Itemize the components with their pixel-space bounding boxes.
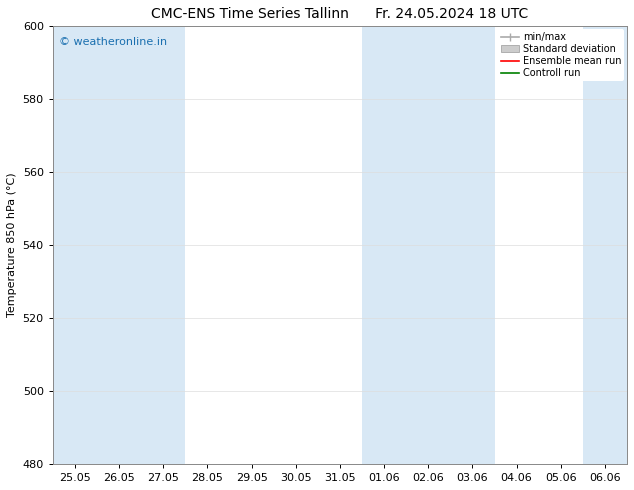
Bar [450,26,495,464]
Text: © weatheronline.in: © weatheronline.in [58,37,167,47]
Bar [141,26,185,464]
Bar [53,26,97,464]
Y-axis label: Temperature 850 hPa (°C): Temperature 850 hPa (°C) [7,173,17,318]
Bar [362,26,406,464]
Bar [97,26,141,464]
Bar [583,26,627,464]
Bar [406,26,450,464]
Legend: min/max, Standard deviation, Ensemble mean run, Controll run: min/max, Standard deviation, Ensemble me… [498,29,624,81]
Title: CMC-ENS Time Series Tallinn      Fr. 24.05.2024 18 UTC: CMC-ENS Time Series Tallinn Fr. 24.05.20… [152,7,529,21]
